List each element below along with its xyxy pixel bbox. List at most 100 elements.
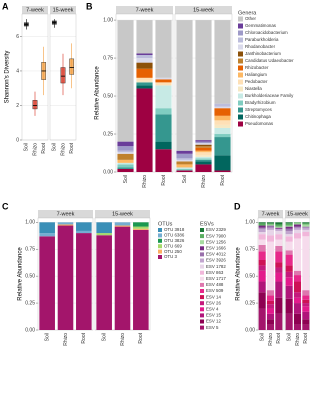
- bar-segment: [258, 227, 266, 229]
- y-axis-label: Shannon's Diversity: [5, 51, 11, 104]
- legend-swatch: [200, 252, 204, 257]
- y-axis-label: Relative Abundance: [18, 247, 24, 301]
- bar-segment: [258, 228, 266, 232]
- bar-segment: [117, 152, 134, 154]
- bar-segment: [258, 281, 266, 293]
- bar-segment: [195, 161, 212, 165]
- x-tick-label: Root: [41, 142, 47, 153]
- bar-segment: [214, 170, 231, 172]
- bar-segment: [293, 227, 302, 230]
- legend-label: ESV 509: [206, 288, 224, 293]
- legend-swatch: [238, 23, 243, 29]
- legend-label: Burkholderiaceae Family: [245, 93, 294, 98]
- legend-label: ESV 488: [206, 282, 224, 287]
- x-tick-label: Root: [161, 174, 167, 185]
- bar-segment: [293, 229, 302, 234]
- bar-segment: [293, 270, 302, 276]
- legend-label: ESV 7900: [206, 233, 226, 238]
- x-tick-label: Soil: [44, 333, 50, 341]
- bar-segment: [275, 272, 283, 282]
- bar-segment: [136, 80, 153, 83]
- bar-segment: [266, 319, 275, 325]
- box: [69, 58, 75, 75]
- legend-swatch: [200, 282, 204, 287]
- bar-segment: [258, 308, 266, 330]
- legend-swatch: [200, 234, 204, 239]
- bar-segment: [195, 140, 212, 142]
- legend-label: ESV 14: [206, 294, 221, 299]
- bar-segment: [293, 297, 302, 304]
- bar-segment: [293, 324, 302, 330]
- bar-segment: [275, 224, 283, 227]
- bar-segment: [136, 77, 153, 81]
- bar-segment: [155, 108, 172, 115]
- bar-segment: [266, 295, 275, 301]
- bar-segment: [275, 251, 283, 263]
- legend-label: Streptomyces: [245, 107, 273, 112]
- bar-segment: [285, 285, 293, 299]
- legend-swatch: [200, 295, 204, 300]
- legend-swatch: [200, 301, 204, 306]
- legend-title: ESVs: [200, 221, 214, 227]
- legend-label: OTU 3918: [164, 227, 185, 232]
- bar-segment: [293, 281, 302, 293]
- bar-segment: [258, 251, 266, 260]
- bar-segment: [195, 152, 212, 156]
- x-tick-label: Soil: [52, 143, 58, 151]
- x-tick-label: Soil: [123, 175, 129, 183]
- bar-segment: [258, 292, 266, 309]
- x-tick-label: Rhizo: [32, 143, 38, 156]
- bar-segment: [302, 226, 310, 228]
- bar-segment: [275, 313, 283, 330]
- bar-segment: [275, 230, 283, 235]
- bar-segment: [285, 236, 293, 242]
- bar-segment: [302, 224, 310, 227]
- bar-segment: [76, 233, 92, 330]
- bar-segment: [214, 108, 231, 116]
- facet-label: 7-week: [262, 211, 280, 217]
- bar-segment: [117, 164, 134, 168]
- legend-swatch: [200, 270, 204, 275]
- facet-label: 15-week: [193, 7, 214, 13]
- panel-label: C: [2, 201, 9, 211]
- bar-segment: [155, 141, 172, 150]
- x-tick-label: Soil: [182, 175, 188, 183]
- x-tick-label: Root: [276, 332, 282, 343]
- bar-segment: [275, 228, 283, 231]
- bar-segment: [285, 271, 293, 278]
- bar-segment: [136, 53, 153, 56]
- bar-segment: [258, 222, 266, 224]
- y-tick-label: 2: [16, 103, 19, 109]
- bar-segment: [155, 20, 172, 78]
- y-tick-label: 1.00: [245, 220, 255, 226]
- x-tick-label: Soil: [101, 333, 107, 341]
- legend-label: Paraburkholderia: [245, 37, 279, 42]
- bar-segment: [258, 270, 266, 282]
- x-tick-label: Root: [69, 142, 75, 153]
- panel-frame: [21, 13, 49, 141]
- bar-segment: [117, 146, 134, 151]
- panel-label: B: [86, 1, 93, 11]
- legend-label: ESV 4: [206, 306, 219, 311]
- bar-segment: [302, 223, 310, 225]
- bar-segment: [266, 324, 275, 330]
- y-tick-label: 0.00: [103, 169, 113, 175]
- y-tick-label: 1.00: [25, 220, 35, 226]
- bar-segment: [195, 155, 212, 157]
- bar-segment: [114, 222, 131, 226]
- bar-segment: [214, 127, 231, 135]
- bar-segment: [285, 254, 293, 266]
- legend-label: ESV 1782: [206, 264, 226, 269]
- bar-segment: [302, 227, 310, 230]
- y-tick-label: 0: [16, 137, 19, 143]
- bar-segment: [293, 238, 302, 271]
- bar-segment: [285, 265, 293, 272]
- legend-swatch: [238, 107, 243, 113]
- legend-label: ESV 1666: [206, 245, 226, 250]
- legend-label: ESV 26: [206, 300, 221, 305]
- bar-segment: [302, 324, 310, 330]
- bar-segment: [258, 265, 266, 271]
- bar-segment: [195, 20, 212, 141]
- x-tick-label: Root: [81, 332, 87, 343]
